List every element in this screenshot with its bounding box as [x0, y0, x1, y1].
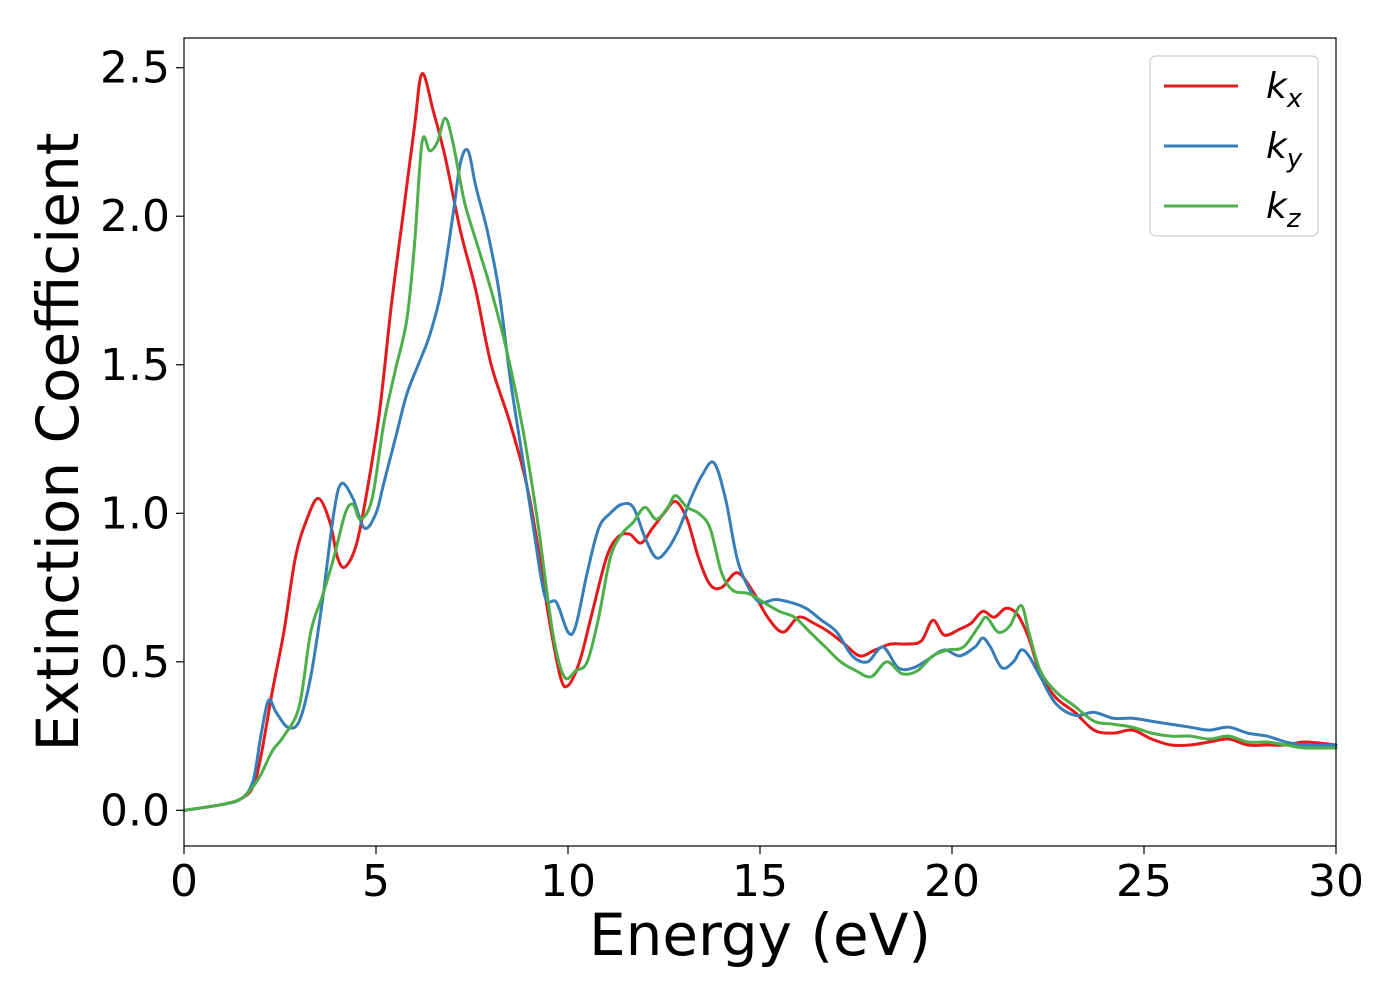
- legend-label-subscript: z: [1286, 204, 1302, 234]
- legend-label-subscript: y: [1286, 144, 1303, 174]
- x-tick-label: 30: [1308, 856, 1364, 907]
- series-line-ky: [182, 148, 1338, 812]
- y-axis-title: Extinction Coefficient: [24, 133, 92, 752]
- x-tick-label: 10: [540, 856, 596, 907]
- legend-label-kz: kz: [1266, 186, 1302, 234]
- x-axis-title: Energy (eV): [589, 901, 931, 969]
- y-tick-label: 2.0: [100, 191, 170, 242]
- legend-label-base: k: [1266, 66, 1289, 107]
- y-tick-label: 0.5: [100, 637, 170, 688]
- y-tick-label: 1.5: [100, 340, 170, 391]
- legend-label-base: k: [1266, 186, 1289, 227]
- legend-label-kx: kx: [1266, 66, 1303, 114]
- series-line-kz: [182, 116, 1338, 812]
- x-tick-label: 25: [1116, 856, 1172, 907]
- series-layer: [182, 72, 1338, 812]
- y-tick-label: 0.0: [100, 785, 170, 836]
- legend-label-base: k: [1266, 126, 1289, 167]
- y-tick-label: 1.0: [100, 488, 170, 539]
- x-axis-ticks: 0 5 10 15 20 25 30: [170, 846, 1364, 907]
- x-tick-label: 15: [732, 856, 788, 907]
- x-tick-label: 0: [170, 856, 198, 907]
- y-axis-ticks: 0.0 0.5 1.0 1.5 2.0 2.5: [100, 43, 184, 836]
- x-tick-label: 5: [362, 856, 390, 907]
- legend-label-subscript: x: [1286, 84, 1303, 114]
- y-tick-label: 2.5: [100, 43, 170, 94]
- legend-label-ky: ky: [1266, 126, 1303, 174]
- x-tick-label: 20: [924, 856, 980, 907]
